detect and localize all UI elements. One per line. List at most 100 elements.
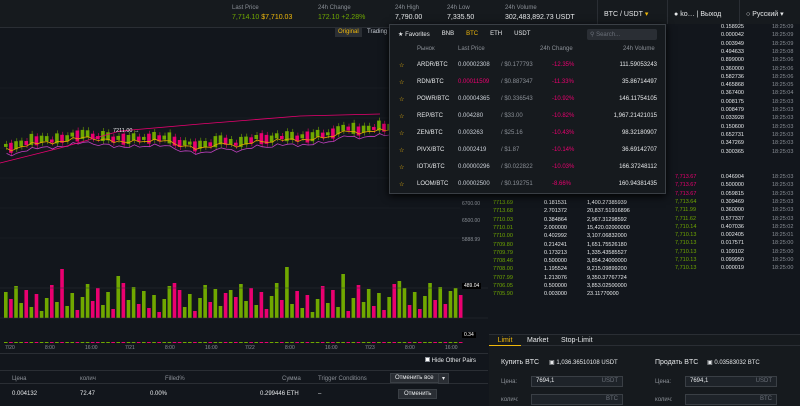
macd-bar <box>213 342 218 343</box>
trade-row: 0.000042 18:25:09 <box>721 32 794 39</box>
bid-row[interactable]: 7707.99 1.213076 9,350.37767724 <box>493 274 627 281</box>
cancel-all-button[interactable]: Отменить все <box>390 373 439 383</box>
candle <box>29 133 34 145</box>
tab-stop-limit[interactable]: Stop-Limit <box>561 337 593 344</box>
low-stat: 24h Low 7,335.50 <box>447 5 475 21</box>
tab-bnb[interactable]: BNB <box>441 31 455 37</box>
hide-other-pairs[interactable]: Hide Other Pairs <box>425 357 476 364</box>
tab-market[interactable]: Market <box>527 337 549 344</box>
trade-row: 7,710.13 0.099950 18:25:00 <box>675 257 794 263</box>
pair-selector[interactable]: BTC / USDT ▾ <box>597 0 667 28</box>
sell-amount-input[interactable]: BTC <box>685 394 777 405</box>
candle <box>75 130 80 142</box>
macd-bar <box>34 342 39 343</box>
candle <box>4 143 8 147</box>
macd-bar <box>310 342 315 343</box>
bid-row[interactable]: 7708.46 0.500000 3,854.24000000 <box>493 258 627 265</box>
candle <box>295 135 299 142</box>
macd-bar <box>157 342 161 343</box>
volume-bar <box>9 299 13 318</box>
user-menu[interactable]: ● ko… | Выход <box>667 0 739 28</box>
volume-bar <box>106 292 110 318</box>
bid-row[interactable]: 7710.01 2.000000 15,420.02000000 <box>493 224 630 231</box>
candle <box>274 133 279 139</box>
buy-price-input[interactable]: 7694,1 USDT <box>531 376 623 387</box>
tab-limit[interactable]: Limit <box>489 335 521 346</box>
bid-row[interactable]: 7710.03 0.384864 2,967.31298592 <box>493 216 627 223</box>
tab-eth[interactable]: ETH <box>490 31 503 37</box>
bid-row[interactable]: 7713.69 0.181531 1,400.27385939 <box>493 200 627 206</box>
macd-bar <box>326 342 330 343</box>
candle <box>106 132 110 141</box>
bid-row[interactable]: 7713.68 2.701372 20,837.51916896 <box>493 208 630 215</box>
market-row[interactable]: ☆ LOOM/BTC 0.00002500 / $0.192751 -8.66%… <box>399 181 657 188</box>
volume-bar <box>101 305 105 318</box>
market-row[interactable]: ☆ IOTX/BTC 0.00000296 / $0.022822 -10.03… <box>399 164 657 171</box>
wallet-icon: ▣ <box>707 360 713 366</box>
macd-bar <box>234 342 238 343</box>
market-row[interactable]: ☆ ZEN/BTC 0.003263 / $25.16 -10.43% 98.3… <box>399 130 657 137</box>
bid-row[interactable]: 7708.00 1.195524 9,215.09899200 <box>493 266 627 273</box>
bid-row[interactable]: 7706.05 0.500000 3,853.02500000 <box>493 283 627 289</box>
tab-btc[interactable]: BTC <box>466 31 479 37</box>
checkbox[interactable] <box>425 357 430 362</box>
macd-bar <box>361 342 366 343</box>
star-icon[interactable]: ☆ <box>399 97 405 103</box>
macd-bar <box>453 342 458 343</box>
search-input[interactable]: ⚲ Search... <box>587 29 657 40</box>
language-selector[interactable]: ○ Русский ▾ <box>739 0 800 28</box>
volume-bar <box>458 295 463 318</box>
candle <box>310 132 315 142</box>
ma-line-1 <box>6 123 462 152</box>
tab-favorites[interactable]: ★ Favorites <box>398 31 430 38</box>
star-icon[interactable]: ☆ <box>399 80 405 86</box>
star-icon[interactable]: ☆ <box>399 114 405 120</box>
macd-bar <box>372 342 376 343</box>
volume-bar <box>428 283 432 318</box>
volume-bar <box>136 304 141 318</box>
market-row[interactable]: ☆ RDN/BTC 0.00011509 / $0.887347 -11.33%… <box>399 79 657 86</box>
candle <box>326 132 330 136</box>
candle <box>34 136 39 146</box>
star-icon[interactable]: ☆ <box>399 182 405 188</box>
star-icon[interactable]: ☆ <box>399 63 405 69</box>
market-row[interactable]: ☆ REP/BTC 0.004280 / $33.00 -10.82% 1,96… <box>399 113 657 120</box>
sell-title: Продать BTC <box>655 359 699 366</box>
market-row[interactable]: ☆ POWR/BTC 0.00004365 / $0.336543 -10.92… <box>399 96 657 103</box>
volume-bar <box>172 283 177 318</box>
candle <box>55 133 59 144</box>
candle <box>269 135 274 143</box>
bid-row[interactable]: 7709.80 0.214241 1,651.75526180 <box>493 241 627 248</box>
tab-original[interactable]: Original <box>335 28 362 37</box>
volume-bar <box>346 311 351 318</box>
buy-amount-input[interactable]: BTC <box>531 394 623 405</box>
volume-bar <box>290 304 294 318</box>
tab-usdt[interactable]: USDT <box>514 31 531 37</box>
macd-bar <box>142 342 146 343</box>
wallet-icon: ▣ <box>549 360 555 366</box>
macd-bar <box>65 342 69 343</box>
candle <box>259 133 264 145</box>
star-icon[interactable]: ☆ <box>399 148 405 154</box>
bid-row[interactable]: 7709.79 0.173213 1,335.43585527 <box>493 249 627 256</box>
bid-row[interactable]: 7705.90 0.003000 23.11770000 <box>493 291 619 298</box>
cancel-order-button[interactable]: Отменить <box>398 389 438 399</box>
volume-bar <box>438 287 443 318</box>
bid-row[interactable]: 7710.00 0.402992 3,107.06832000 <box>493 233 627 240</box>
volume-bar <box>182 307 187 318</box>
tab-trading[interactable]: Trading <box>367 29 388 35</box>
volume-bar <box>351 298 356 318</box>
volume-bar <box>19 303 23 318</box>
volume-bar <box>228 290 233 318</box>
star-icon[interactable]: ☆ <box>399 165 405 171</box>
market-row[interactable]: ☆ ARDR/BTC 0.00002308 / $0.177793 -12.35… <box>399 62 657 69</box>
logout-link[interactable]: Выход <box>700 10 722 18</box>
star-icon[interactable]: ☆ <box>399 131 405 137</box>
volume-bar <box>392 284 397 318</box>
chevron-down-icon[interactable]: ▾ <box>438 373 450 384</box>
macd-bar <box>341 342 345 343</box>
sell-price-input[interactable]: 7694,1 USDT <box>685 376 777 387</box>
macd-bar <box>96 342 100 343</box>
market-row[interactable]: ☆ PIVX/BTC 0.0002419 / $1.87 -10.14% 36.… <box>399 147 657 154</box>
candle <box>300 134 305 139</box>
